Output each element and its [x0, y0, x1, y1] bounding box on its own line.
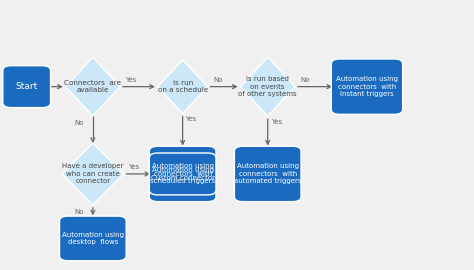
Text: Yes: Yes: [125, 77, 136, 83]
Polygon shape: [66, 57, 120, 116]
Text: Yes: Yes: [128, 164, 140, 170]
Text: No: No: [75, 208, 84, 215]
FancyBboxPatch shape: [331, 59, 402, 114]
FancyBboxPatch shape: [60, 216, 126, 261]
Text: Automation using
desktop  flows: Automation using desktop flows: [62, 232, 124, 245]
Text: No: No: [301, 77, 310, 83]
FancyBboxPatch shape: [235, 146, 301, 202]
FancyBboxPatch shape: [149, 153, 216, 195]
Polygon shape: [62, 143, 124, 205]
Text: Is run
on a schedule: Is run on a schedule: [157, 80, 208, 93]
Text: Automation using
Custom connector: Automation using Custom connector: [151, 167, 215, 181]
Text: No: No: [75, 120, 84, 126]
Polygon shape: [158, 60, 208, 113]
Text: Automation using
connectors  with
instant triggers: Automation using connectors with instant…: [336, 76, 398, 97]
FancyBboxPatch shape: [149, 146, 216, 202]
Text: Is run based
on events
of other systems: Is run based on events of other systems: [238, 76, 297, 97]
Polygon shape: [240, 57, 295, 116]
Text: Have a developer
who can create
connector: Have a developer who can create connecto…: [62, 163, 124, 184]
FancyBboxPatch shape: [3, 66, 51, 108]
Text: Start: Start: [16, 82, 38, 91]
Text: Automation using
connectors  with
automated triggers: Automation using connectors with automat…: [234, 163, 301, 184]
Text: Automation using
connectors  with
scheduled triggers: Automation using connectors with schedul…: [150, 163, 215, 184]
Text: Yes: Yes: [185, 116, 197, 122]
Text: Connectors  are
available: Connectors are available: [64, 80, 121, 93]
Text: No: No: [213, 77, 223, 83]
Text: Yes: Yes: [271, 119, 282, 124]
